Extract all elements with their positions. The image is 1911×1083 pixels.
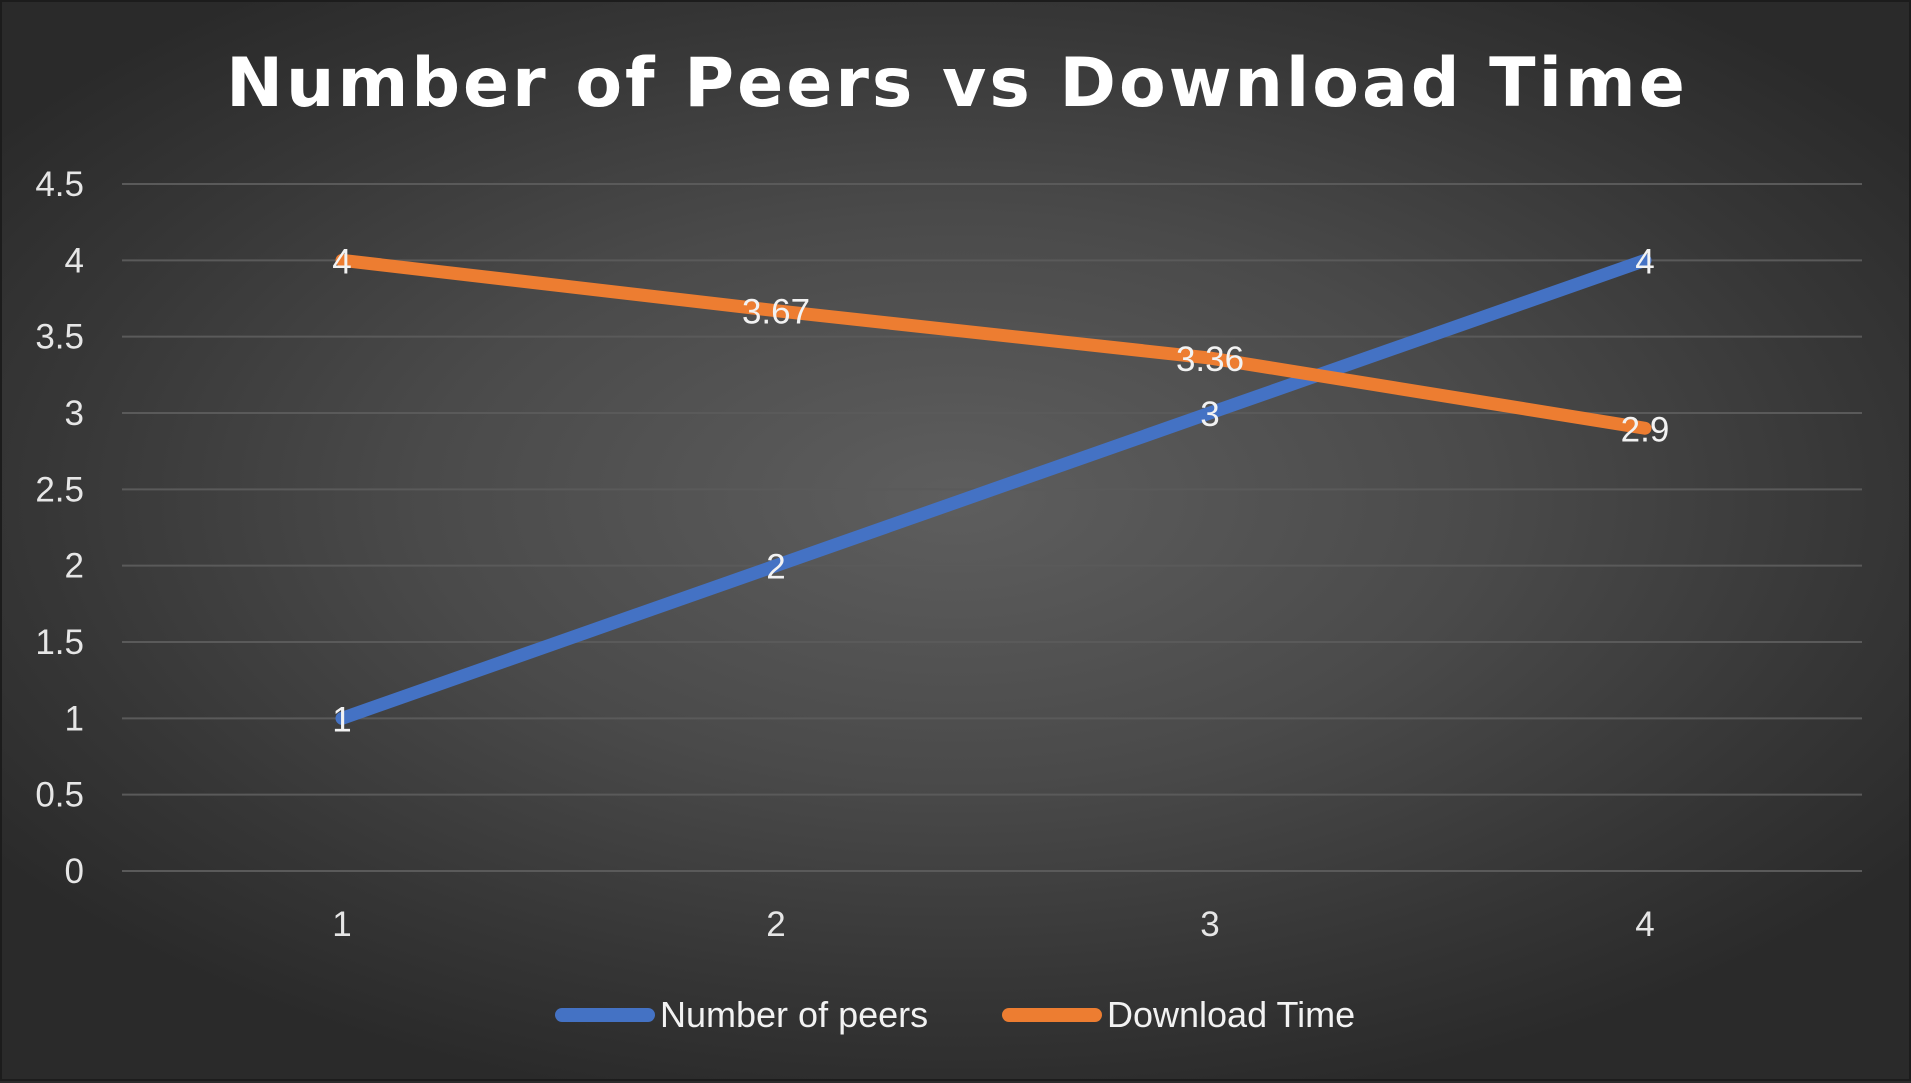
data-label: 2.9 — [1621, 410, 1670, 449]
gridlines — [122, 183, 1862, 872]
series-line-0 — [335, 253, 1652, 725]
y-tick-label: 3 — [65, 394, 84, 433]
y-tick-label: 1.5 — [35, 623, 84, 662]
y-tick-label: 3.5 — [35, 318, 84, 357]
y-tick-label: 4 — [65, 241, 84, 280]
x-axis: 1 2 3 4 — [332, 905, 1654, 944]
legend: Number of peers Download Time — [555, 994, 1355, 1035]
data-label: 3 — [1200, 395, 1219, 434]
data-label: 4 — [332, 242, 351, 281]
x-tick-label: 3 — [1200, 905, 1219, 944]
data-label: 3.67 — [742, 293, 810, 332]
x-tick-label: 2 — [766, 905, 785, 944]
data-label: 2 — [766, 548, 785, 587]
y-tick-label: 0.5 — [35, 776, 84, 815]
y-tick-label: 2.5 — [35, 470, 84, 509]
data-label: 4 — [1635, 242, 1654, 281]
data-labels: 1 2 3 4 4 3.67 3.36 2.9 — [332, 242, 1669, 739]
x-tick-label: 1 — [332, 905, 351, 944]
y-axis: 0 0.5 1 1.5 2 2.5 3 3.5 4 4.5 — [35, 165, 84, 891]
chart-title: Number of Peers vs Download Time — [226, 44, 1688, 123]
data-label: 3.36 — [1176, 340, 1244, 379]
x-tick-label: 4 — [1635, 905, 1654, 944]
data-label: 1 — [332, 700, 351, 739]
series-lines — [335, 253, 1652, 725]
y-tick-label: 2 — [65, 547, 84, 586]
y-tick-label: 1 — [65, 699, 84, 738]
y-tick-label: 0 — [65, 852, 84, 891]
y-tick-label: 4.5 — [35, 165, 84, 204]
legend-label: Download Time — [1107, 994, 1355, 1035]
legend-label: Number of peers — [660, 994, 928, 1035]
series-line-1 — [335, 253, 1652, 435]
